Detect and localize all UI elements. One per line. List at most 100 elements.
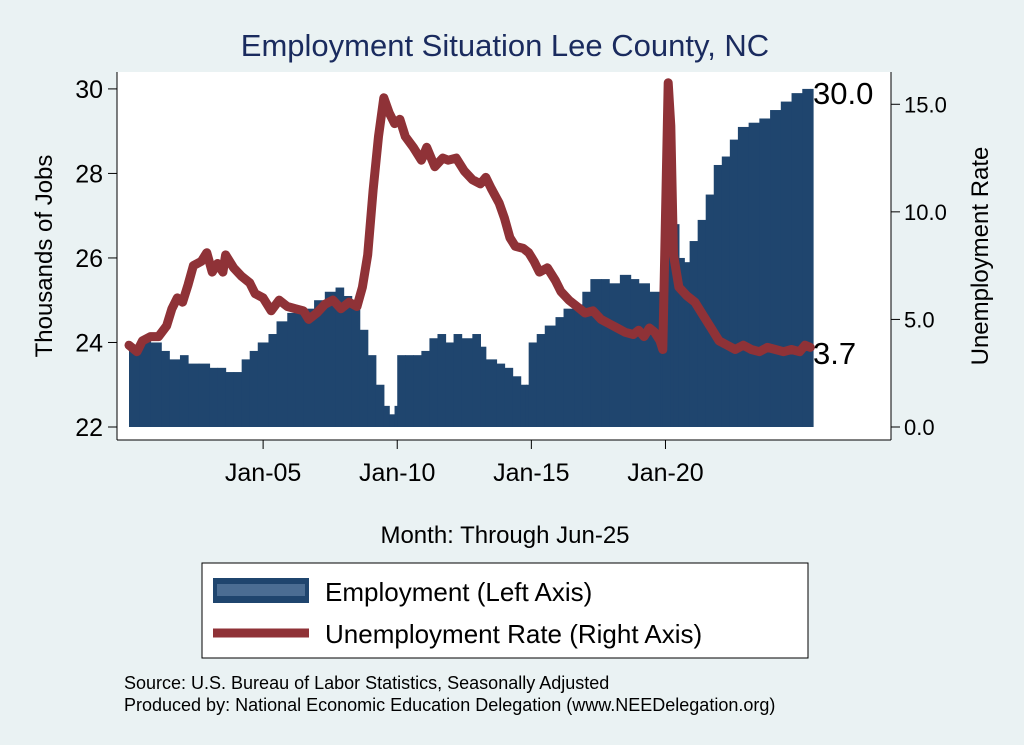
employment-bar: [287, 312, 296, 427]
employment-bar: [445, 342, 455, 427]
employment-bar: [544, 325, 557, 427]
employment-bar: [555, 317, 565, 427]
employment-bar: [697, 219, 707, 427]
employment-bar: [512, 376, 522, 427]
employment-bar: [421, 350, 431, 427]
employment-bar: [729, 139, 739, 427]
employment-bar: [276, 321, 288, 427]
employment-bar: [630, 279, 640, 427]
unemployment-rate-line: [124, 78, 815, 357]
employment-bar: [748, 122, 760, 427]
left-tick-label: 28: [75, 160, 103, 188]
employment-bar: [161, 350, 170, 427]
employment-bar: [268, 334, 278, 427]
employment-bar: [129, 346, 141, 427]
employment-bar: [601, 279, 610, 427]
employment-bar: [649, 291, 661, 427]
employment-bar: [525, 384, 530, 427]
x-axis-title: Month: Through Jun-25: [380, 522, 629, 549]
employment-bar: [324, 291, 337, 427]
x-axis-ticks: Jan-05 Jan-10 Jan-15 Jan-20: [225, 440, 704, 487]
x-tick-label: Jan-20: [627, 459, 703, 487]
x-tick-label: Jan-15: [493, 459, 569, 487]
employment-bar: [139, 338, 152, 427]
employment-bar: [689, 241, 699, 427]
employment-bar: [780, 101, 793, 427]
source-note: Source: U.S. Bureau of Labor Statistics,…: [124, 673, 609, 693]
right-tick-label: 0.0: [904, 415, 935, 440]
employment-bar: [437, 334, 447, 427]
employment-bars: [129, 88, 814, 428]
employment-bar: [241, 359, 251, 427]
employment-bar: [590, 279, 602, 427]
employment-bar: [619, 274, 632, 427]
left-tick-label: 22: [75, 414, 103, 442]
employment-bar: [563, 308, 575, 427]
employment-bar: [233, 372, 243, 427]
employment-bar: [217, 367, 227, 427]
employment-bar: [582, 291, 591, 427]
unemployment-end-label: 3.7: [813, 336, 856, 371]
employment-bar: [383, 405, 390, 427]
right-tick-label: 15.0: [904, 92, 947, 117]
employment-bar: [453, 334, 463, 427]
left-axis-ticks: 22 24 26 28 30: [75, 76, 117, 442]
employment-bar: [343, 295, 353, 427]
employment-bar: [802, 88, 811, 428]
chart-title: Employment Situation Lee County, NC: [241, 28, 769, 63]
employment-bar: [179, 355, 189, 427]
right-axis-ticks: 0.0 5.0 10.0 15.0: [891, 92, 947, 440]
employment-bar: [303, 308, 315, 427]
employment-bar: [496, 363, 506, 427]
employment-bar: [351, 308, 361, 427]
employment-bar: [225, 372, 235, 427]
employment-bar: [429, 338, 439, 427]
employment-bar: [528, 342, 538, 427]
employment-bar: [249, 350, 259, 427]
right-tick-label: 10.0: [904, 200, 947, 225]
employment-bar: [188, 363, 200, 427]
employment-bar: [810, 88, 814, 428]
employment-bar: [257, 342, 270, 427]
left-tick-label: 30: [75, 76, 103, 104]
employment-bar: [314, 300, 326, 427]
employment-bar: [198, 363, 211, 427]
x-tick-label: Jan-05: [225, 459, 301, 487]
right-axis-title: Unemployment Rate: [967, 147, 994, 366]
employment-bar: [713, 164, 723, 427]
x-tick-label: Jan-10: [359, 459, 435, 487]
employment-bar: [295, 308, 304, 427]
employment-bar: [705, 194, 715, 427]
employment-bar: [737, 126, 750, 427]
employment-bar: [389, 414, 396, 427]
employment-bar: [684, 262, 691, 427]
employment-bar: [520, 384, 527, 427]
produced-by-note: Produced by: National Economic Education…: [124, 695, 775, 715]
employment-bar: [461, 338, 473, 427]
legend-employment-label: Employment (Left Axis): [325, 577, 592, 607]
employment-bar: [638, 283, 650, 427]
legend-unemployment-label: Unemployment Rate (Right Axis): [325, 619, 702, 649]
employment-bar: [405, 355, 414, 427]
right-tick-label: 5.0: [904, 307, 935, 332]
employment-bar: [480, 346, 487, 427]
employment-bar: [678, 257, 685, 427]
employment-bar: [721, 156, 731, 427]
employment-bar: [536, 334, 546, 427]
employment-bar: [367, 355, 377, 427]
employment-bar: [335, 287, 345, 427]
employment-bar: [609, 283, 621, 427]
employment-bar: [150, 342, 162, 427]
employment-bar: [397, 355, 406, 427]
left-axis-title: Thousands of Jobs: [31, 155, 58, 358]
employment-bar: [359, 329, 369, 427]
legend-employment-swatch-inner: [217, 584, 305, 596]
employment-bar: [574, 304, 583, 427]
employment-bar: [375, 384, 385, 427]
employment-bar: [673, 224, 680, 427]
employment-bar: [504, 367, 514, 427]
employment-bar: [472, 334, 481, 427]
employment-bar: [413, 355, 422, 427]
left-tick-label: 26: [75, 245, 103, 273]
